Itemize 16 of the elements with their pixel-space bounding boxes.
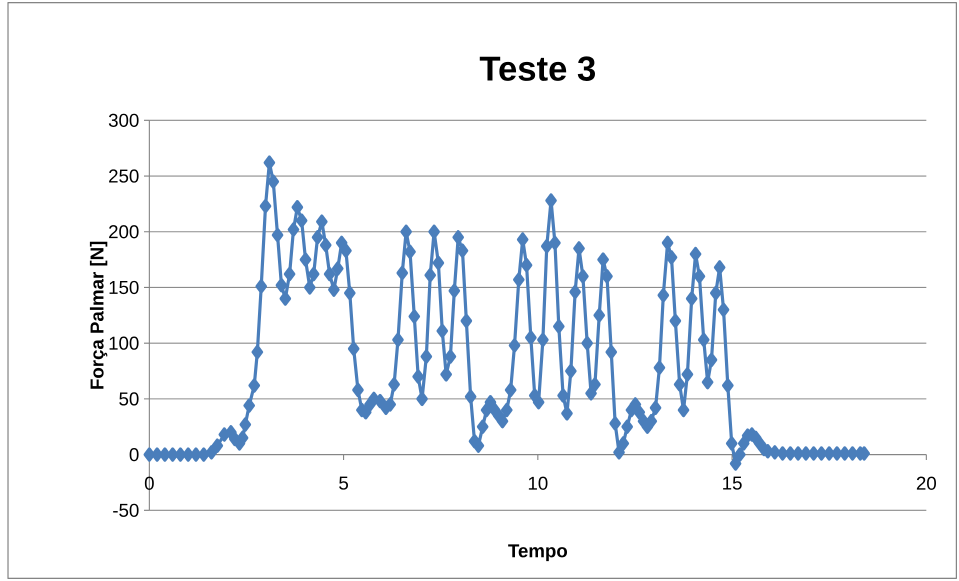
y-tick-label: 50 <box>119 392 139 406</box>
x-tick-label: 0 <box>144 476 154 490</box>
x-tick-label: 15 <box>723 476 742 490</box>
x-tick-label: 5 <box>339 476 348 490</box>
x-tick-label: 10 <box>528 476 548 490</box>
y-tick-label: -50 <box>113 504 139 517</box>
y-tick-label: 200 <box>109 225 139 238</box>
x-tick-label: 20 <box>916 476 936 490</box>
y-tick-label: 250 <box>109 169 139 183</box>
y-tick-label: 100 <box>110 336 139 350</box>
x-axis-title: Tempo <box>508 544 568 562</box>
y-tick-label: 150 <box>110 280 139 294</box>
y-tick-label: 0 <box>130 448 139 462</box>
chart-title: Teste 3 <box>480 56 595 81</box>
y-axis-title: Força Palmar [N] <box>90 242 108 389</box>
y-tick-label: 300 <box>108 114 139 127</box>
